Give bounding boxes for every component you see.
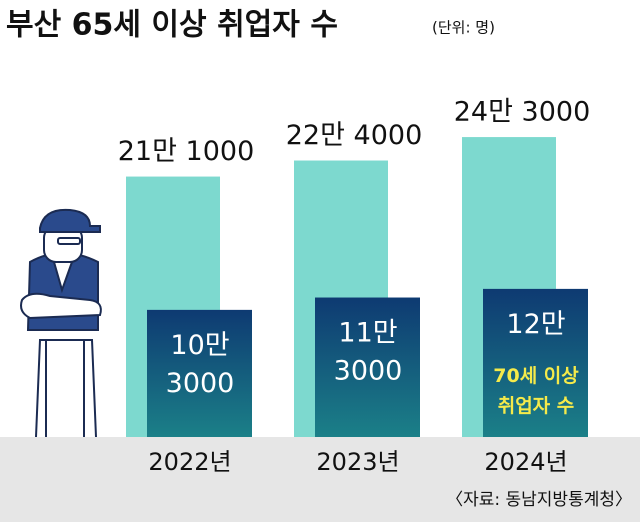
- source: 〈자료: 동남지방통계청〉: [446, 490, 632, 510]
- x-tick-label: 2023년: [316, 448, 399, 476]
- bar: [147, 309, 252, 437]
- series-label: 70세 이상 취업자 수: [493, 365, 579, 417]
- value-label: 12만: [506, 308, 565, 339]
- floor: [0, 437, 640, 522]
- unit-label: (단위: 명): [432, 19, 495, 37]
- value-label: 11만 3000: [334, 317, 403, 386]
- value-label: 24만 3000: [454, 97, 591, 128]
- value-label: 22만 4000: [286, 120, 423, 151]
- chart-title: 부산 65세 이상 취업자 수: [6, 8, 338, 43]
- value-label: 21만 1000: [118, 136, 255, 167]
- bar: [315, 297, 420, 437]
- value-label: 10만 3000: [166, 329, 235, 398]
- bar: [483, 288, 588, 437]
- worker-illustration: [20, 208, 102, 438]
- x-tick-label: 2022년: [148, 448, 231, 476]
- x-tick-label: 2024년: [484, 448, 567, 476]
